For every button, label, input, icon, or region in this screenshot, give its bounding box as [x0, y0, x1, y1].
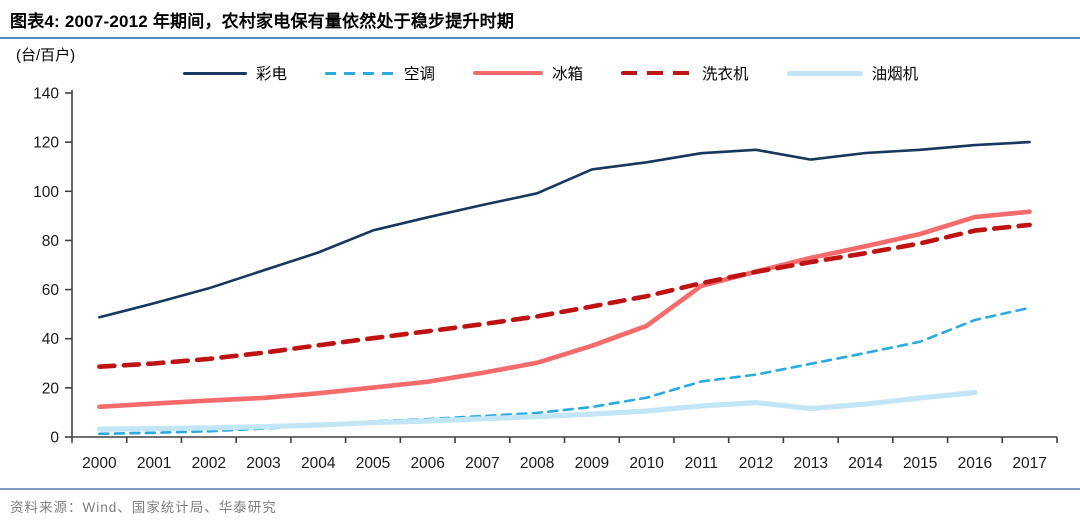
y-tick-label: 0 [50, 430, 59, 447]
x-tick-label: 2011 [685, 455, 718, 472]
legend-label-0: 彩电 [256, 66, 288, 83]
legend-line-sample-2 [473, 70, 544, 76]
axis-lines [71, 90, 1057, 438]
x-tick-label: 2005 [356, 455, 390, 472]
x-tick-label: 2015 [903, 455, 937, 472]
legend-line-sample-3 [621, 70, 694, 76]
legend-item-0: 彩电 [183, 62, 287, 84]
series-line-2 [97, 209, 1032, 410]
figure-title: 图表4: 2007-2012 年期间，农村家电保有量依然处于稳步提升时期 [10, 12, 515, 31]
legend-label-2: 冰箱 [552, 66, 584, 83]
y-tick-label: 140 [33, 86, 59, 103]
x-tick-label: 2013 [794, 455, 828, 472]
y-axis-unit-label: (台/百户) [16, 47, 76, 64]
legend-line-sample-1 [325, 71, 396, 75]
y-tick-label: 100 [33, 184, 59, 201]
x-tick-label: 2006 [410, 455, 444, 472]
legend-line-sample-4 [786, 70, 863, 76]
legend-item-1: 空调 [325, 62, 435, 84]
source-note: 资料来源：Wind、国家统计局、华泰研究 [10, 500, 277, 515]
y-tick-label: 40 [42, 331, 60, 348]
x-tick-label: 2010 [629, 455, 664, 472]
x-tick-label: 2002 [192, 455, 226, 472]
x-tick-label: 2000 [82, 455, 117, 472]
legend-label-3: 洗衣机 [702, 66, 749, 83]
figure-header: 图表4: 2007-2012 年期间，农村家电保有量依然处于稳步提升时期 [0, 0, 1080, 39]
series-line-3 [97, 222, 1032, 370]
legend-item-3: 洗衣机 [621, 62, 749, 84]
y-tick-label: 20 [42, 380, 60, 397]
legend-item-4: 油烟机 [786, 62, 919, 84]
y-tick-label: 120 [33, 135, 59, 152]
y-tick-label: 60 [42, 282, 60, 299]
x-tick-label: 2014 [848, 455, 883, 472]
y-tick-label: 80 [42, 233, 60, 250]
x-tick-label: 2001 [137, 455, 171, 472]
footer-divider [0, 488, 1080, 490]
series-line-0 [98, 140, 1031, 319]
x-tick-label: 2012 [739, 455, 773, 472]
legend-label-1: 空调 [404, 66, 436, 83]
legend-label-4: 油烟机 [871, 66, 919, 83]
x-tick-label: 2017 [1012, 455, 1046, 472]
x-tick-label: 2016 [958, 455, 992, 472]
x-tick-label: 2008 [520, 455, 554, 472]
chart-legend: 彩电 空调 冰箱 洗衣机 油烟机 [183, 62, 918, 84]
x-tick-label: 2004 [301, 455, 336, 472]
x-tick-label: 2009 [575, 455, 609, 472]
series-line-4 [96, 389, 978, 432]
legend-line-sample-0 [183, 71, 247, 75]
x-tick-label: 2003 [246, 455, 280, 472]
legend-item-2: 冰箱 [473, 62, 583, 84]
x-tick-label: 2007 [465, 455, 499, 472]
